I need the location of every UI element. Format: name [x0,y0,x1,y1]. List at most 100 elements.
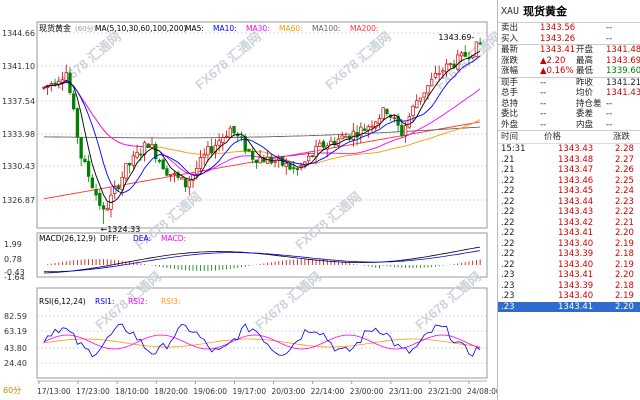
tick-row[interactable]: .23 1343.41 2.20 [498,301,640,312]
candle-body [359,126,363,137]
candle-body [157,160,162,162]
tick-time: .22 [501,175,515,186]
high-annotation: 1343.69- [438,33,474,42]
candle-body [101,205,106,210]
quote-value: -- [540,119,547,130]
candle-body [135,151,139,158]
tick-row[interactable]: .22 1343.40 2.19 [498,239,640,250]
macd-panel-frame [36,232,488,278]
time-axis-label: 19/17:00 [232,387,266,396]
watermark: FX678 汇通网 [252,269,324,333]
tick-row[interactable]: .22 1343.41 2.20 [498,228,640,239]
quote-value: -- [606,23,613,33]
time-axis-label: 18/20:00 [154,387,188,396]
tick-row[interactable]: .22 1343.40 2.19 [498,260,640,271]
candle-body [403,125,408,136]
time-axis-label: 18/10:00 [115,387,149,396]
rsi-legend-item: RSI3: [161,297,180,306]
tick-price: 1343.43 [558,144,594,154]
candle-body [224,135,229,138]
tick-header: 时间 价格 涨跌 [498,130,640,144]
tick-change: 2.18 [615,280,634,291]
period-selector[interactable]: 60分 [3,386,22,395]
tick-row[interactable]: .21 1343.48 2.27 [498,155,640,166]
tick-change: 2.22 [615,207,634,217]
watermark: FX678 汇通网 [192,29,264,93]
candle-body [176,172,180,178]
tick-row[interactable]: .23 1343.39 2.18 [498,281,640,292]
candle-body [239,136,244,139]
tick-row[interactable]: 15:31 1343.43 2.28 [498,144,640,155]
candle-body [459,52,464,57]
tick-price: 1343.40 [558,238,594,249]
tick-row[interactable]: .22 1343.45 2.24 [498,186,640,197]
candle-body [336,138,341,147]
macd-axis-label: -0.43 [4,268,25,277]
tick-time: .23 [501,301,515,312]
quote-value: 1343.41 [540,45,576,55]
quote-row: 卖出 1343.56 -- [498,23,640,34]
tick-price: 1343.39 [558,249,594,259]
tick-price: 1343.46 [558,175,594,186]
tick-header-change: 涨跌 [613,132,631,142]
quote-value: -- [606,98,613,109]
candle-body [321,141,326,148]
chart-area[interactable]: FX678 汇通网 FX678 汇通网 FX678 汇通网 FX678 汇通网 FX67… [0,0,497,400]
quote-value: -- [606,119,613,130]
candle-body [441,70,445,73]
candle-body [437,72,441,75]
quote-panel: XAU 现货黄金 卖出 1343.56 -- 买入 1343.26 -- 最新 1343.41… [497,0,640,400]
candle-body [139,153,143,156]
candle-body [310,155,314,158]
tick-row[interactable]: .22 1343.46 2.25 [498,176,640,187]
kline-chart[interactable]: FX678 汇通网 FX678 汇通网 FX678 汇通网 FX678 汇通网 FX67… [0,0,497,400]
tick-price: 1343.48 [558,154,594,165]
candle-body [210,146,214,154]
quote-value: 1341.48 [606,45,640,55]
quote-row: 最新 1343.41 开盘 1341.48 [498,44,640,56]
candle-body [79,137,83,159]
quote-row: 委比 -- 委差 -- [498,109,640,120]
candle-body [303,161,307,166]
ma-legend-item: MA10: [213,24,237,33]
candle-body [456,54,460,70]
macd-axis-label: -1.64 [4,273,25,282]
macd-diff-line [43,246,481,274]
chart-title: 现货黄金 [39,23,71,33]
tick-row[interactable]: .22 1343.43 2.22 [498,207,640,218]
tick-header-price: 价格 [544,132,562,142]
candle-body [206,145,210,156]
quote-row: 涨跌 ▲2.20 最高 1343.69 [498,56,640,67]
candle-body [131,155,136,166]
quote-row: 涨幅 ▲0.16% 最低 1339.60 [498,66,640,77]
ma-legend-item: MA30: [246,24,270,33]
tick-row[interactable]: .22 1343.39 2.18 [498,249,640,260]
quote-label: 买入 [501,33,519,44]
tick-change: 2.21 [615,217,634,228]
rsi-axis-label: 43.80 [4,344,27,353]
time-axis-label: 23/00:00 [350,387,384,396]
candle-body [284,163,288,168]
candle-body [448,63,452,65]
candle-body [113,186,117,194]
quote-value: 1341.21 [606,77,640,88]
tick-list[interactable]: 15:31 1343.43 2.28 .21 1343.48 2.27 .21 1343.47… [498,144,640,312]
candle-body [172,173,177,175]
candle-body [418,97,423,102]
quote-value: -- [540,98,547,109]
tick-row[interactable]: .21 1343.47 2.26 [498,165,640,176]
candle-body [415,100,419,109]
tick-row[interactable]: .22 1343.44 2.23 [498,197,640,208]
quote-value: 1339.60 [606,66,640,76]
time-axis-label: 22/14:00 [311,387,345,396]
candle-body [366,126,370,131]
rsi-axis-label: 63.19 [4,327,27,336]
candle-body [288,163,292,170]
tick-row[interactable]: .23 1343.41 2.20 [498,270,640,281]
ma5-line [43,50,481,204]
candle-body [195,167,199,175]
tick-row[interactable]: .23 1343.40 2.19 [498,291,640,302]
tick-row[interactable]: .22 1343.42 2.21 [498,218,640,229]
price-axis-label: 1333.98 [2,130,35,139]
quote-label: 均价 [576,88,594,98]
